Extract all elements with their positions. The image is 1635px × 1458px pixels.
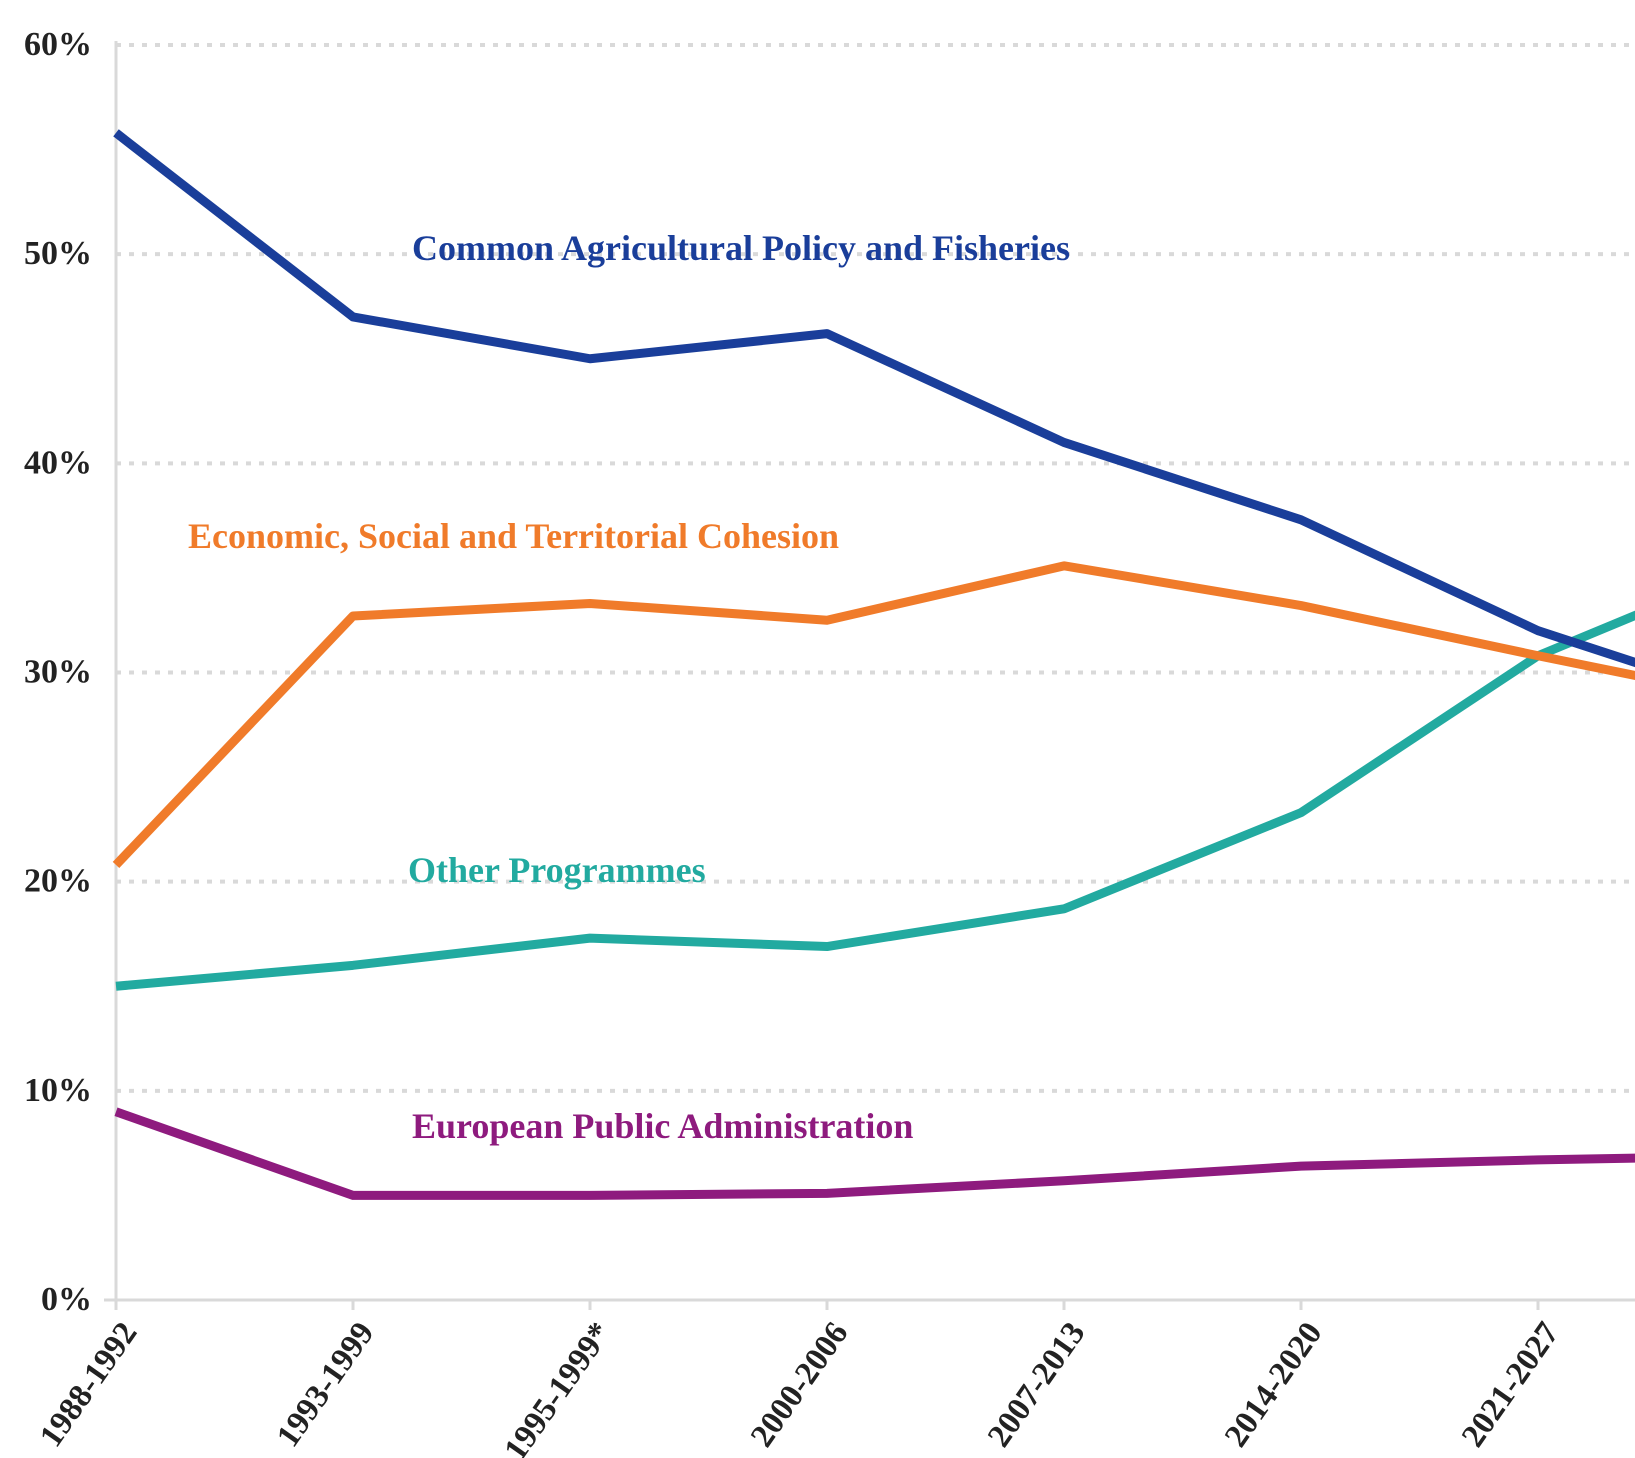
series-label-3: Other Programmes: [408, 850, 706, 890]
x-tick-label: 2021-2027: [1455, 1316, 1567, 1454]
x-tick-label: 2000-2006: [744, 1316, 856, 1454]
y-tick-label: 10%: [24, 1072, 92, 1109]
y-tick-label: 0%: [41, 1281, 92, 1318]
x-tick-labels: 1988-1992 1993-1999 1995-1999* 2000-2006 200…: [33, 1316, 1567, 1458]
series-label-2: Economic, Social and Territorial Cohesio…: [188, 516, 839, 556]
series-labels: Common Agricultural Policy and Fisheries…: [188, 228, 1070, 1146]
y-tick-label: 40%: [24, 444, 92, 481]
x-tick-label: 2007-2013: [981, 1316, 1093, 1454]
y-tick-label: 60%: [24, 26, 92, 63]
series-label-1: Common Agricultural Policy and Fisheries: [412, 228, 1070, 268]
y-tick-labels: 0% 10% 20% 30% 40% 50% 60%: [24, 26, 92, 1318]
series-line-2: [112, 561, 1635, 869]
x-tick-label: 1993-1999: [270, 1316, 382, 1454]
series-line-4: [114, 1107, 1635, 1200]
series-line-1: [113, 129, 1635, 668]
y-tick-label: 50%: [24, 235, 92, 272]
y-tick-label: 20%: [24, 863, 92, 900]
series-label-4: European Public Administration: [412, 1106, 913, 1146]
series-line-3: [115, 610, 1635, 991]
x-tick-label: 2014-2020: [1218, 1316, 1330, 1454]
x-tick-label: 1995-1999*: [498, 1316, 619, 1458]
x-tick-label: 1988-1992: [33, 1316, 145, 1454]
gridlines: [116, 43, 1635, 1093]
y-tick-label: 30%: [24, 654, 92, 691]
axes: [104, 41, 1635, 1310]
series-lines: [112, 129, 1635, 1200]
